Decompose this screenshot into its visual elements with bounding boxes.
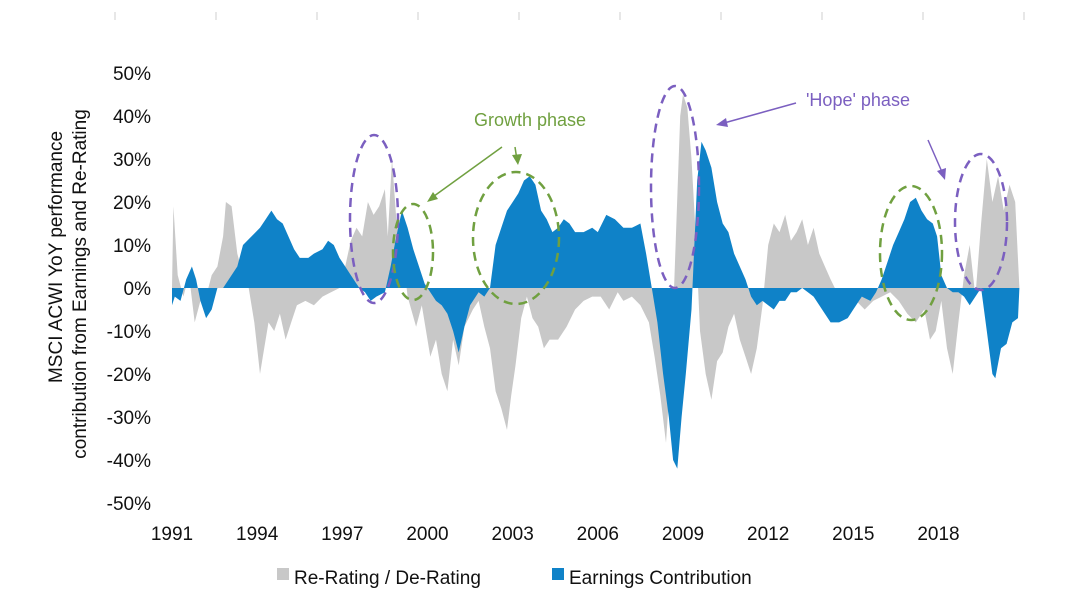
x-tick-label: 2018: [917, 524, 959, 545]
hope-phase-label: 'Hope' phase: [806, 90, 910, 110]
x-tick-label: 2003: [492, 524, 534, 545]
annotations: Growth phase 'Hope' phase: [348, 84, 1009, 322]
growth-ellipse-2017: [878, 184, 944, 322]
y-axis-label-line-2: contribution from Earnings and Re-Rating: [70, 109, 91, 459]
y-tick-label: -50%: [107, 494, 151, 515]
x-tick-label: 2015: [832, 524, 874, 545]
x-tick-label: 1991: [151, 524, 193, 545]
y-tick-label: 10%: [113, 236, 151, 257]
top-tick-marks: [114, 12, 1025, 20]
y-axis-label-line-1: MSCI ACWI YoY performance: [46, 131, 67, 383]
x-tick-label: 2006: [577, 524, 619, 545]
growth-ellipse-1999: [391, 202, 435, 302]
x-axis-ticks: 1991 1994 1997 2000 2003 2006 2009 2012 2015 2018: [151, 524, 960, 545]
growth-phase-label: Growth phase: [474, 110, 586, 130]
hope-ellipse-2020: [953, 152, 1009, 292]
legend-label-rerating: Re-Rating / De-Rating: [294, 568, 481, 589]
hope-arrow-left: [723, 102, 797, 124]
legend-swatch-earnings: [552, 568, 564, 580]
hope-ellipse-2009: [649, 84, 701, 290]
y-tick-label: -10%: [107, 322, 151, 343]
growth-arrowhead-right: [512, 154, 522, 165]
hope-arrowhead-left: [716, 118, 728, 127]
y-tick-label: 40%: [113, 107, 151, 128]
legend: Re-Rating / De-Rating Earnings Contribut…: [277, 568, 752, 589]
hope-arrowhead-right: [937, 168, 946, 180]
y-tick-label: 0%: [124, 279, 152, 300]
growth-arrowhead-left: [427, 192, 438, 202]
x-tick-label: 2012: [747, 524, 789, 545]
plot-area: [172, 94, 1020, 469]
x-tick-label: 1994: [236, 524, 279, 545]
growth-ellipse-2003: [471, 170, 561, 306]
y-tick-label: -30%: [107, 408, 151, 429]
x-tick-label: 2009: [662, 524, 704, 545]
earnings-area: [172, 141, 1020, 469]
x-tick-label: 1997: [321, 524, 363, 545]
y-axis-ticks: -50% -40% -30% -20% -10% 0% 10% 20% 30% 40% 50%: [107, 64, 151, 515]
y-tick-label: 20%: [113, 193, 151, 214]
hope-arrow-right: [927, 139, 943, 173]
legend-label-earnings: Earnings Contribution: [569, 568, 752, 589]
x-tick-label: 2000: [406, 524, 448, 545]
y-tick-label: 50%: [113, 64, 151, 85]
y-tick-label: 30%: [113, 150, 151, 171]
y-tick-label: -20%: [107, 365, 151, 386]
y-tick-label: -40%: [107, 451, 151, 472]
growth-arrow-left: [429, 146, 503, 200]
hope-ellipse-1998: [348, 133, 400, 305]
legend-swatch-rerating: [277, 568, 289, 580]
